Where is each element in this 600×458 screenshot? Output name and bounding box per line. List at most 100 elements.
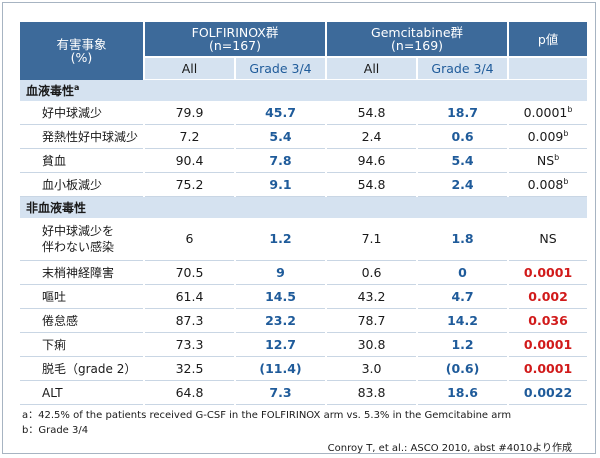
gemcitabine-grade-value: 14.2 [417,308,510,333]
folfirinox-grade-value: 7.3 [235,380,328,405]
gemcitabine-all-value: 54.8 [326,172,419,197]
table-row: 嘔吐 61.4 14.5 43.2 4.7 0.002 [20,284,588,309]
section-nonhematologic: 非血液毒性 [20,196,588,218]
p-value: NSb [508,148,588,173]
folfirinox-all-value: 75.2 [144,172,236,197]
p-value: 0.002 [508,284,588,309]
gemcitabine-header: Gemcitabine群 (n=169) [326,22,510,58]
gemcitabine-all-header: All [326,57,419,80]
p-value-header: p値 [508,22,588,58]
gemcitabine-grade-value: 5.4 [417,148,510,173]
row-label: 倦怠感 [20,308,145,333]
folfirinox-all-value: 32.5 [144,356,236,381]
p-value-text: 0.002 [528,289,568,304]
folfirinox-all-value: 90.4 [144,148,236,173]
adverse-events-table: 有害事象 (%) FOLFIRINOX群 (n=167) Gemcitabine… [20,22,588,405]
gemcitabine-grade-value: 18.7 [417,101,510,125]
gemcitabine-grade-value: 0.6 [417,124,510,149]
row-label: 好中球減少 [20,101,145,125]
table-row: ALT 64.8 7.3 83.8 18.6 0.0022 [20,380,588,405]
table-row: 好中球減少 79.9 45.7 54.8 18.7 0.0001b [20,101,588,125]
row-label: ALT [20,380,145,405]
p-value: 0.0001 [508,260,588,285]
folfirinox-header-line2: (n=167) [209,38,262,53]
p-value-footnote-mark: b [563,177,569,186]
row-label: 下痢 [20,332,145,357]
p-value: 0.009b [508,124,588,149]
folfirinox-all-value: 61.4 [144,284,236,309]
p-value-text: 0.0001 [523,361,573,376]
p-value-footnote-mark: b [567,105,573,114]
p-value: NS [508,218,588,261]
folfirinox-grade-value: 1.2 [235,218,328,261]
p-value-text: 0.0001 [523,265,573,280]
adverse-event-header: 有害事象 (%) [20,22,145,80]
folfirinox-all-value: 79.9 [144,101,236,125]
p-value-text: NS [536,153,555,168]
table-row: 下痢 73.3 12.7 30.8 1.2 0.0001 [20,332,588,357]
folfirinox-grade-value: 45.7 [235,101,328,125]
table-row: 脱毛（grade 2） 32.5 (11.4) 3.0 (0.6) 0.0001 [20,356,588,381]
slide-frame: 有害事象 (%) FOLFIRINOX群 (n=167) Gemcitabine… [2,2,596,454]
row-label: 末梢神経障害 [20,260,145,285]
folfirinox-grade-value: 14.5 [235,284,328,309]
gemcitabine-grade-value: 0 [417,260,510,285]
folfirinox-grade-value: 12.7 [235,332,328,357]
p-value-footnote-mark: b [563,129,569,138]
folfirinox-all-value: 70.5 [144,260,236,285]
table-row: 血小板減少 75.2 9.1 54.8 2.4 0.008b [20,172,588,197]
source-citation: Conroy T, et al.: ASCO 2010, abst #4010よ… [327,443,572,454]
row-label-line1: 好中球減少を [42,224,115,238]
folfirinox-grade-value: 9 [235,260,328,285]
table-row: 倦怠感 87.3 23.2 78.7 14.2 0.036 [20,308,588,333]
table-row: 貧血 90.4 7.8 94.6 5.4 NSb [20,148,588,173]
p-value-text: 0.0022 [523,385,573,400]
p-value-text: 0.0001 [523,105,568,120]
row-label: 嘔吐 [20,284,145,309]
p-value-text: NS [539,231,557,246]
gemcitabine-grade-value: 1.2 [417,332,510,357]
p-value-text: 0.0001 [523,337,573,352]
footnotes: a：42.5% of the patients received G-CSF i… [22,408,511,438]
folfirinox-grade-value: (11.4) [235,356,328,381]
p-value-text: 0.008 [527,177,564,192]
gemcitabine-grade-value: 2.4 [417,172,510,197]
p-value-subheader [508,57,588,80]
gemcitabine-grade-value: (0.6) [417,356,510,381]
folfirinox-header-line1: FOLFIRINOX群 [191,25,279,40]
p-value-text: 0.009 [527,129,564,144]
p-value-footnote-mark: b [554,153,560,162]
row-label: 発熱性好中球減少 [20,124,145,149]
p-value: 0.0001 [508,356,588,381]
adverse-event-header-line1: 有害事象 [56,36,107,52]
gemcitabine-grade-value: 4.7 [417,284,510,309]
folfirinox-grade-header: Grade 3/4 [235,57,328,80]
row-label: 貧血 [20,148,145,173]
section-hematologic: 血液毒性a [20,79,588,101]
table-row: 発熱性好中球減少 7.2 5.4 2.4 0.6 0.009b [20,124,588,149]
folfirinox-all-value: 64.8 [144,380,236,405]
folfirinox-all-value: 7.2 [144,124,236,149]
section-nonhematologic-label: 非血液毒性 [20,196,588,218]
table-row: 好中球減少を 伴わない感染 6 1.2 7.1 1.8 NS [20,218,588,261]
p-value: 0.0001b [508,101,588,125]
folfirinox-all-header: All [144,57,236,80]
p-value: 0.0022 [508,380,588,405]
gemcitabine-all-value: 78.7 [326,308,419,333]
gemcitabine-all-value: 30.8 [326,332,419,357]
row-label: 血小板減少 [20,172,145,197]
gemcitabine-all-value: 83.8 [326,380,419,405]
folfirinox-grade-value: 7.8 [235,148,328,173]
p-value: 0.036 [508,308,588,333]
gemcitabine-all-value: 94.6 [326,148,419,173]
gemcitabine-grade-value: 18.6 [417,380,510,405]
adverse-event-header-line2: (%) [70,49,93,65]
gemcitabine-header-line1: Gemcitabine群 [371,25,464,40]
folfirinox-all-value: 73.3 [144,332,236,357]
table-row: 末梢神経障害 70.5 9 0.6 0 0.0001 [20,260,588,285]
row-label-line2: 伴わない感染 [42,240,115,254]
gemcitabine-all-value: 7.1 [326,218,419,261]
gemcitabine-all-value: 0.6 [326,260,419,285]
folfirinox-all-value: 87.3 [144,308,236,333]
gemcitabine-all-value: 3.0 [326,356,419,381]
